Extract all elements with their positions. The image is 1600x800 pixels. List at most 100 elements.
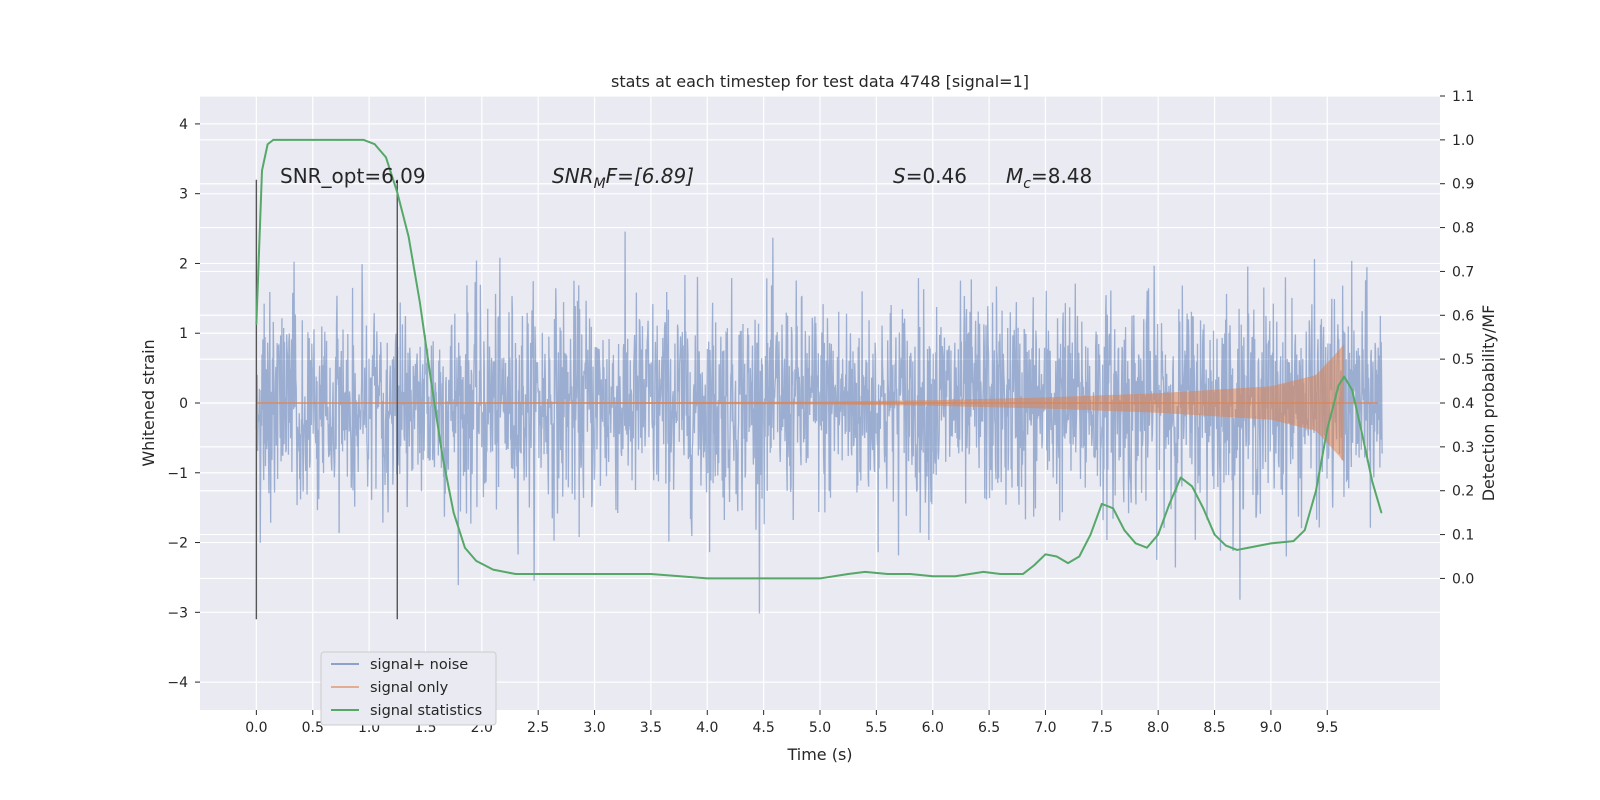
signal-statistics-point	[340, 139, 342, 141]
signal-statistics-line	[255, 138, 1383, 580]
annotation-mc: Mc=8.48	[1006, 164, 1092, 192]
y-axis-right-ticks: 0.0 0.1 0.2 0.3 0.4 0.5 0.6 0.7 0.8 0.9 1.0 1.1	[1440, 89, 1474, 587]
signal-statistics-point	[1351, 389, 1353, 391]
signal-statistics-point	[266, 143, 269, 146]
signal-statistics-point	[886, 573, 889, 575]
legend: signal+ noise signal only signal statist…	[320, 651, 497, 726]
y-right-tick-label: 0.3	[1452, 440, 1474, 456]
y-right-tick-label: 0.4	[1452, 396, 1474, 412]
signal-statistics-point	[362, 139, 365, 141]
signal-statistics-point	[548, 573, 551, 575]
signal-statistics-point	[407, 235, 410, 238]
x-tick-label: 0.0	[245, 720, 267, 736]
y-tick-label: −1	[167, 466, 188, 482]
chart-title: stats at each timestep for test data 474…	[611, 72, 1029, 91]
legend-label-signal-plus-noise: signal+ noise	[370, 657, 468, 673]
y-right-tick-label: 1.1	[1452, 89, 1474, 105]
x-tick-label: 2.5	[527, 720, 549, 736]
signal-statistics-point	[1168, 503, 1171, 505]
signal-statistics-point	[419, 301, 421, 303]
annotation-mc-sub: c	[1023, 176, 1031, 192]
signal-statistics-point	[1292, 540, 1295, 542]
signal-statistics-point	[1101, 503, 1103, 505]
signal-statistics-point	[430, 380, 432, 382]
y-tick-label: −3	[167, 605, 188, 621]
y-right-tick-label: 0.0	[1452, 571, 1474, 587]
x-tick-label: 5.0	[809, 720, 831, 736]
signal-statistics-point	[1179, 476, 1182, 479]
signal-statistics-point	[1202, 507, 1205, 510]
signal-statistics-point	[272, 139, 275, 141]
y-tick-label: 1	[179, 326, 188, 342]
signal-statistics-point	[1089, 533, 1092, 536]
signal-statistics-point	[593, 573, 596, 575]
y-tick-label: 4	[179, 117, 188, 133]
y-right-tick-label: 0.1	[1452, 528, 1474, 544]
signal-statistics-point	[1343, 375, 1345, 378]
signal-statistics-point	[255, 323, 258, 325]
signal-statistics-point	[847, 573, 849, 575]
y-tick-label: 2	[179, 256, 188, 272]
signal-statistics-point	[1303, 529, 1306, 531]
signal-statistics-point	[1191, 485, 1193, 488]
annotation-snr-mf-rest: F=[6.89]	[606, 164, 694, 188]
annotation-mc-symbol: M	[1006, 164, 1023, 188]
y-right-tick-label: 0.6	[1452, 308, 1474, 324]
x-tick-label: 8.0	[1147, 720, 1169, 736]
signal-statistics-point	[261, 169, 263, 172]
x-tick-label: 9.0	[1260, 720, 1282, 736]
x-tick-label: 6.5	[978, 720, 1000, 736]
x-axis-label: Time (s)	[786, 745, 852, 764]
annotation-s-symbol: S	[893, 164, 906, 188]
legend-label-signal-statistics: signal statistics	[370, 703, 482, 719]
signal-statistics-point	[373, 143, 376, 146]
y-tick-label: −4	[167, 675, 188, 691]
signal-statistics-point	[1236, 549, 1238, 551]
signal-statistics-point	[1022, 573, 1024, 575]
signal-statistics-point	[1033, 564, 1035, 567]
signal-statistics-point	[1078, 555, 1081, 558]
signal-statistics-point	[1146, 546, 1148, 549]
x-tick-label: 4.0	[696, 720, 718, 736]
signal-statistics-point	[514, 573, 517, 575]
signal-statistics-point	[1044, 553, 1047, 556]
signal-statistics-point	[864, 571, 866, 573]
y-axis-label: Whitened strain	[139, 339, 158, 466]
signal-statistics-point	[1067, 562, 1069, 564]
signal-statistics-point	[706, 577, 709, 580]
y-right-tick-label: 0.5	[1452, 352, 1474, 368]
signal-statistics-point	[1315, 489, 1317, 492]
signal-statistics-point	[909, 573, 911, 575]
signal-statistics-point	[452, 511, 455, 514]
signal-statistics-point	[475, 560, 477, 562]
y-axis-ticks: −4 −3 −2 −1 0 1 2 3 4	[167, 117, 200, 691]
series-signal-statistics	[255, 138, 1383, 580]
y-right-tick-label: 0.9	[1452, 177, 1474, 193]
signal-statistics-point	[1360, 428, 1362, 431]
x-tick-label: 4.5	[753, 720, 775, 736]
annotations: SNR_opt=6.09 SNRMF=[6.89] S=0.46 Mc=8.48	[280, 164, 1092, 192]
y-tick-label: 0	[179, 396, 188, 412]
annotation-s: S=0.46	[893, 164, 967, 188]
signal-statistics-point	[441, 454, 444, 457]
x-tick-label: 5.5	[865, 720, 887, 736]
signal-statistics-point	[1247, 546, 1250, 549]
signal-statistics-point	[385, 156, 387, 159]
signal-statistics-point	[1112, 507, 1114, 510]
annotation-snr-mf-sub: M	[594, 176, 606, 192]
x-tick-label: 0.5	[302, 720, 324, 736]
signal-statistics-point	[1270, 542, 1272, 545]
signal-statistics-point	[762, 577, 765, 580]
vertical-markers	[255, 179, 398, 620]
signal-statistics-point	[1337, 384, 1340, 387]
signal-statistics-point	[1123, 529, 1126, 531]
x-tick-label: 9.5	[1316, 720, 1338, 736]
y-right-tick-label: 0.2	[1452, 484, 1474, 500]
signal-statistics-point	[283, 139, 286, 141]
signal-statistics-point	[1371, 481, 1374, 483]
signal-statistics-point	[1157, 533, 1159, 536]
x-tick-label: 6.0	[922, 720, 944, 736]
signal-statistics-point	[1380, 511, 1383, 514]
x-tick-label: 7.0	[1034, 720, 1056, 736]
signal-statistics-point	[1055, 555, 1058, 558]
